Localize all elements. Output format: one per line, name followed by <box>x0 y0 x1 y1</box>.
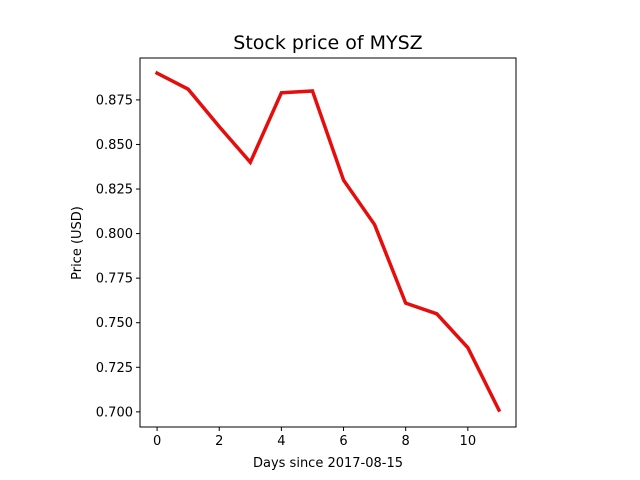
x-axis-label: Days since 2017-08-15 <box>253 456 403 471</box>
y-axis-ticks: 0.700 0.725 0.750 0.775 0.800 0.825 0.850 0.875 <box>96 93 140 420</box>
y-tick-label: 0.850 <box>96 138 133 153</box>
chart-title: Stock price of MYSZ <box>233 32 422 54</box>
y-tick-label: 0.825 <box>96 183 133 198</box>
x-axis-ticks: 0 2 4 6 8 10 <box>153 427 476 449</box>
plot-frame <box>139 57 517 428</box>
x-tick-label: 4 <box>277 434 285 449</box>
y-tick-label: 0.775 <box>96 272 133 287</box>
x-tick-label: 2 <box>215 434 223 449</box>
y-axis-label: Price (USD) <box>70 206 85 280</box>
y-tick-label: 0.875 <box>96 93 133 108</box>
x-tick-label: 10 <box>460 434 477 449</box>
x-tick-label: 8 <box>402 434 410 449</box>
y-tick-label: 0.800 <box>96 227 133 242</box>
x-tick-label: 0 <box>153 434 161 449</box>
price-line-series-0 <box>154 70 502 413</box>
y-tick-label: 0.750 <box>96 316 133 331</box>
x-tick-label: 6 <box>339 434 347 449</box>
y-tick-label: 0.700 <box>96 405 133 420</box>
y-tick-label: 0.725 <box>96 361 133 376</box>
series-layer <box>154 70 502 413</box>
